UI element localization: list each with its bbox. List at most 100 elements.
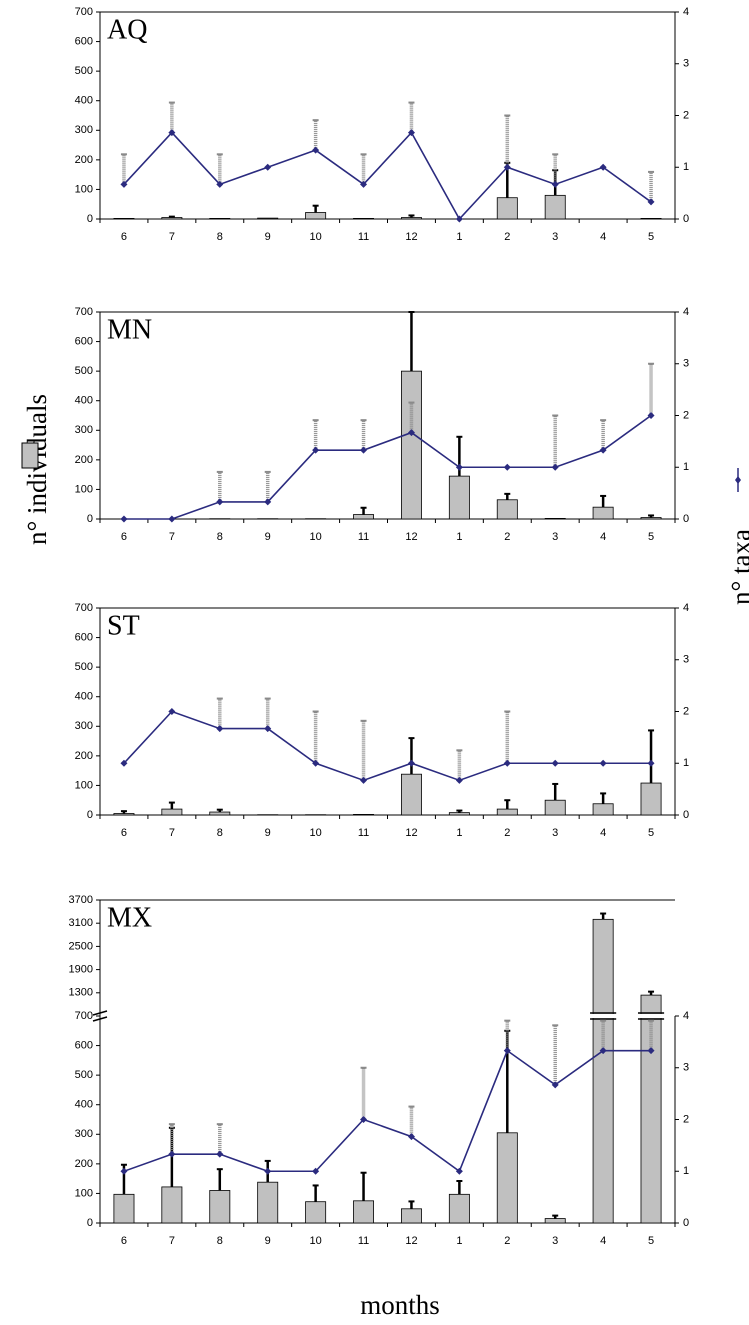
bar: [113, 1193, 135, 1224]
y-tick-label: 400: [75, 395, 93, 407]
y2-tick-label: 2: [683, 705, 689, 717]
y2-tick-label: 1: [683, 1165, 689, 1177]
taxa-line: [123, 1049, 652, 1173]
taxa-marker: [407, 759, 415, 767]
x-tick-label: 1: [456, 231, 462, 243]
bar: [544, 799, 566, 816]
y-tick-label: 200: [75, 1158, 93, 1170]
bar-break-gap: [637, 1014, 665, 1018]
y2-axis-label: n° taxa: [726, 529, 749, 605]
x-tick-label: 2: [504, 531, 510, 543]
x-tick-label: 2: [504, 827, 510, 839]
x-tick-label: 5: [648, 531, 654, 543]
x-tick-label: 6: [121, 1235, 127, 1247]
x-tick-label: 6: [121, 827, 127, 839]
taxa-marker: [407, 129, 415, 137]
x-tick-label: 12: [405, 231, 417, 243]
bar: [209, 811, 231, 816]
y-tick-label: 0: [87, 513, 93, 525]
bar: [496, 499, 518, 520]
taxa-marker: [120, 515, 128, 523]
x-tick-label: 4: [600, 827, 606, 839]
x-tick-label: 11: [358, 531, 369, 543]
y-tick-label: 400: [75, 1099, 93, 1111]
taxa-marker: [312, 759, 320, 767]
taxa-marker: [455, 463, 463, 471]
y2-tick-label: 4: [683, 6, 689, 18]
bar: [400, 1208, 422, 1224]
y2-tick-label: 4: [683, 306, 689, 318]
x-tick-label: 12: [405, 1235, 417, 1247]
bar: [640, 782, 662, 816]
y-tick-label: 0: [87, 213, 93, 225]
x-tick-label: 2: [504, 1235, 510, 1247]
bar: [640, 218, 662, 220]
taxa-marker: [407, 1133, 415, 1141]
taxa-line: [123, 414, 652, 520]
taxa-marker: [599, 163, 607, 171]
taxa-marker: [551, 180, 559, 188]
y-tick-label: 0: [87, 809, 93, 821]
y2-tick-label: 2: [683, 1113, 689, 1125]
x-tick-label: 11: [358, 231, 369, 243]
taxa-marker: [120, 180, 128, 188]
y-tick-label: 400: [75, 95, 93, 107]
panel-label: MN: [107, 314, 152, 345]
y-axis-label: n° individuals: [22, 394, 52, 545]
y2-tick-label: 3: [683, 654, 689, 666]
taxa-marker: [312, 146, 320, 154]
x-tick-label: 4: [600, 531, 606, 543]
taxa-marker: [599, 446, 607, 454]
taxa-marker: [503, 163, 511, 171]
taxa-marker: [168, 129, 176, 137]
y-tick-label: 500: [75, 661, 93, 673]
bar: [496, 1132, 518, 1224]
taxa-marker: [599, 1047, 607, 1055]
x-tick-label: 1: [456, 827, 462, 839]
y-tick-label: 100: [75, 779, 93, 791]
bar: [305, 1201, 327, 1224]
axis-break: [92, 1016, 108, 1022]
x-tick-label: 7: [169, 231, 175, 243]
taxa-marker: [360, 180, 368, 188]
y-tick-label: 0: [87, 1217, 93, 1229]
bar: [161, 808, 183, 816]
x-tick-label: 9: [265, 231, 271, 243]
taxa-marker: [360, 776, 368, 784]
y2-tick-label: 3: [683, 1062, 689, 1074]
bar: [209, 1190, 231, 1224]
bar: [592, 506, 614, 520]
taxa-marker: [599, 759, 607, 767]
y2-tick-label: 2: [683, 109, 689, 121]
bar: [209, 218, 231, 220]
taxa-marker: [264, 163, 272, 171]
taxa-marker: [216, 180, 224, 188]
y-tick-label: 3700: [69, 894, 93, 906]
taxa-line: [123, 710, 652, 782]
bar: [448, 475, 470, 520]
x-tick-label: 3: [552, 531, 558, 543]
x-tick-label: 12: [405, 531, 417, 543]
y-tick-label: 500: [75, 65, 93, 77]
bar: [113, 218, 135, 220]
x-tick-label: 11: [358, 1235, 369, 1247]
y2-tick-label: 1: [683, 757, 689, 769]
y-tick-label: 600: [75, 1039, 93, 1051]
y-tick-label: 300: [75, 720, 93, 732]
bar-break-gap: [590, 1014, 617, 1018]
taxa-marker: [455, 215, 463, 223]
taxa-marker: [647, 759, 655, 767]
y-tick-label: 600: [75, 631, 93, 643]
bar: [353, 814, 375, 816]
x-tick-label: 2: [504, 231, 510, 243]
x-tick-label: 8: [217, 827, 223, 839]
taxa-marker: [168, 515, 176, 523]
y-tick-label: 300: [75, 424, 93, 436]
x-tick-label: 3: [552, 1235, 558, 1247]
y-tick-label: 700: [75, 6, 93, 18]
x-tick-label: 9: [265, 1235, 271, 1247]
x-tick-label: 5: [648, 231, 654, 243]
y2-label-group: n° taxa: [726, 529, 749, 605]
y-tick-label: 100: [75, 183, 93, 195]
bar: [353, 514, 375, 520]
